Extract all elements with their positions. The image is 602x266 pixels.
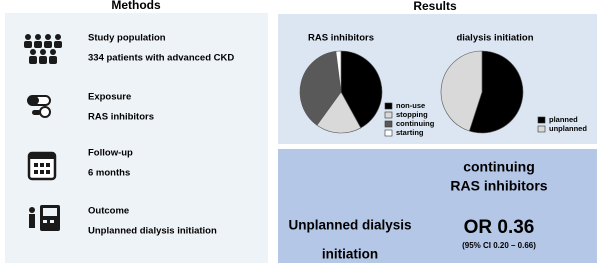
legend-label: planned (549, 115, 578, 124)
method-detail: Unplanned dialysis initiation (88, 226, 217, 237)
outcome-label: initiation (322, 247, 378, 262)
calendar-icon (27, 151, 57, 181)
legend-label: unplanned (549, 124, 587, 133)
dialysis-icon (29, 205, 60, 231)
legend-label: stopping (396, 110, 428, 119)
pie-title: dialysis initiation (456, 33, 533, 44)
legend-swatch (384, 120, 393, 128)
legend-swatch (384, 102, 393, 110)
results-title: Results (413, 0, 457, 13)
pie-title: RAS inhibitors (308, 33, 374, 44)
method-detail: RAS inhibitors (88, 112, 154, 123)
legend-swatch (537, 116, 546, 124)
exposure-label: continuing (463, 159, 535, 175)
pills-icon (27, 95, 51, 118)
confidence-interval: (95% CI 0.20 – 0.66) (462, 241, 536, 250)
pie-slice (299, 50, 342, 126)
pie-slice (316, 91, 362, 134)
pie-slice (440, 50, 483, 132)
population-icon (24, 34, 62, 64)
legend-label: starting (396, 128, 424, 137)
outcome-label: Unplanned dialysis (288, 218, 411, 233)
methods-title: Methods (111, 0, 161, 12)
pie-slice (340, 50, 383, 129)
method-label: Follow-up (88, 148, 133, 159)
method-label: Exposure (88, 92, 131, 103)
legend-swatch (384, 111, 393, 119)
legend-swatch (537, 125, 546, 133)
pie-slice (335, 50, 342, 93)
legend-label: non-use (396, 101, 425, 110)
results-bottom-panel (278, 149, 597, 263)
method-detail: 6 months (88, 168, 130, 179)
method-label: Outcome (88, 206, 129, 217)
exposure-label: RAS inhibitors (450, 178, 547, 194)
legend-swatch (384, 129, 393, 137)
pie-slice (468, 50, 524, 134)
legend-label: continuing (396, 119, 435, 128)
method-label: Study population (88, 33, 166, 44)
method-detail: 334 patients with advanced CKD (88, 53, 234, 64)
odds-ratio: OR 0.36 (464, 217, 535, 238)
